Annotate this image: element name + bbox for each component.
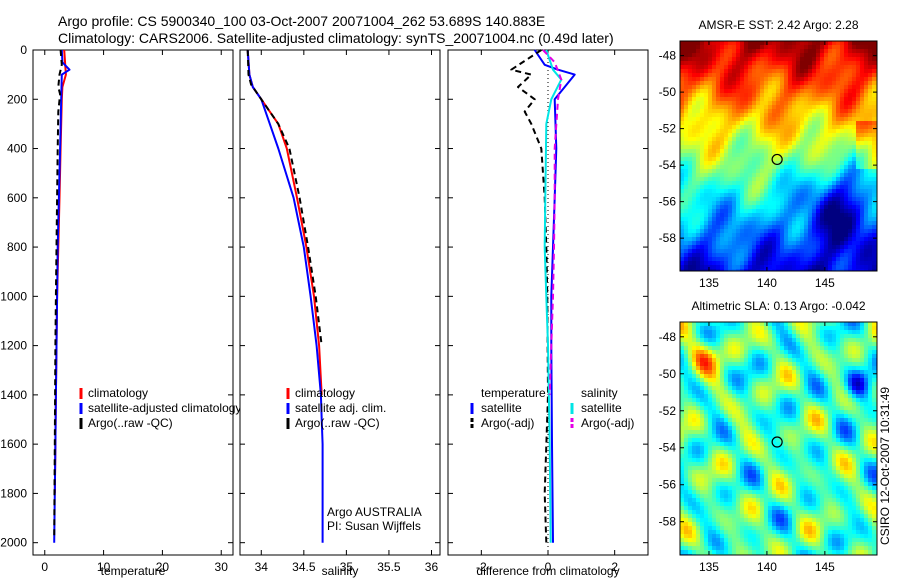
sla-map-ytick-label: -50 [659, 367, 677, 381]
temperature-xtick-label: 10 [97, 560, 111, 574]
sla-map-title: Altimetric SLA: 0.13 Argo: -0.042 [691, 299, 865, 313]
difference-legend-group-title: salinity [581, 386, 618, 400]
depth-tick-label: 1000 [0, 289, 27, 303]
salinity-xtick-label: 34.5 [292, 560, 316, 574]
depth-tick-label: 1400 [0, 388, 27, 402]
difference-xlabel: difference from climatology [476, 564, 619, 578]
temperature-series-argo-raw-qc- [53, 49, 63, 538]
temperature-legend-label: satellite-adjusted climatology [88, 401, 241, 415]
salinity-xtick-label: 36 [425, 560, 439, 574]
difference-legend-label: satellite [581, 401, 622, 415]
sla-map-heatmap [680, 322, 877, 555]
depth-tick-label: 800 [7, 240, 27, 254]
salinity-xtick-label: 34 [255, 560, 269, 574]
sla-map-float-position-marker [771, 436, 783, 448]
salinity-annotation: PI: Susan Wijffels [327, 519, 421, 533]
temperature-series-satellite-adjusted-climatology [53, 49, 71, 543]
credit-timestamp: CSIRO 12-Oct-2007 10:31:49 [878, 387, 892, 545]
salinity-legend-label: Argo(..raw -QC) [295, 416, 380, 430]
sst-map-xtick-label: 145 [815, 276, 835, 290]
difference-xtick-label: -2 [476, 560, 487, 574]
depth-tick-label: 200 [7, 92, 27, 106]
temperature-legend-label: climatology [88, 386, 148, 400]
sst-map-ytick-label: -58 [659, 231, 677, 245]
sst-map-ytick-label: -50 [659, 85, 677, 99]
depth-tick-label: 1600 [0, 437, 27, 451]
salinity-xtick-label: 35.5 [377, 560, 401, 574]
salinity-legend-label: satellite adj. clim. [295, 401, 386, 415]
sst-map-heatmap [680, 41, 877, 271]
temperature-xtick-label: 30 [215, 560, 229, 574]
depth-tick-label: 600 [7, 191, 27, 205]
sst-map-float-position-marker [771, 153, 783, 166]
sst-map-title: AMSR-E SST: 2.42 Argo: 2.28 [698, 18, 858, 32]
temperature-xtick-label: 20 [156, 560, 170, 574]
figure-title-line1: Argo profile: CS 5900340_100 03-Oct-2007… [58, 13, 546, 29]
sla-map-xtick-label: 135 [699, 560, 719, 574]
depth-tick-label: 1800 [0, 486, 27, 500]
difference-legend-label: satellite [481, 401, 522, 415]
temperature-axes-frame [32, 49, 234, 556]
salinity-legend-label: climatology [295, 386, 355, 400]
sla-map-ytick-label: -48 [659, 330, 677, 344]
sla-map-xtick-label: 145 [815, 560, 835, 574]
sla-map-ytick-label: -58 [659, 515, 677, 529]
sla-map-ytick-label: -56 [659, 478, 677, 492]
temperature-legend-label: Argo(..raw -QC) [88, 416, 173, 430]
depth-tick-label: 400 [7, 142, 27, 156]
sst-map-xtick-label: 135 [699, 276, 719, 290]
sst-map-frame [679, 40, 878, 272]
salinity-xlabel: salinity [322, 564, 359, 578]
sst-map-xtick-label: 140 [757, 276, 777, 290]
figure-title-line2: Climatology: CARS2006. Satellite-adjuste… [58, 30, 614, 46]
difference-legend-label: Argo(-adj) [581, 416, 634, 430]
difference-series-salinity-satellite [543, 49, 563, 543]
depth-tick-label: 1200 [0, 339, 27, 353]
depth-tick-label: 0 [20, 43, 27, 57]
depth-tick-label: 2000 [0, 536, 27, 550]
sla-map-ytick-label: -54 [659, 441, 677, 455]
sst-map-ytick-label: -52 [659, 122, 677, 136]
sst-map-ytick-label: -48 [659, 49, 677, 63]
salinity-xtick-label: 35 [340, 560, 354, 574]
temperature-xtick-label: 0 [41, 560, 48, 574]
sla-map-frame [679, 321, 878, 556]
sla-map-ytick-label: -52 [659, 404, 677, 418]
difference-xtick-label: 0 [545, 560, 552, 574]
difference-xtick-label: 2 [611, 560, 618, 574]
salinity-series-argo-raw-qc- [246, 49, 323, 346]
difference-legend-group-title: temperature [481, 386, 546, 400]
temperature-xlabel: temperature [101, 564, 166, 578]
sst-map-ytick-label: -54 [659, 158, 677, 172]
sst-map-ytick-label: -56 [659, 195, 677, 209]
difference-legend-label: Argo(-adj) [481, 416, 534, 430]
salinity-annotation: Argo AUSTRALIA [327, 505, 422, 519]
sla-map-xtick-label: 140 [757, 560, 777, 574]
